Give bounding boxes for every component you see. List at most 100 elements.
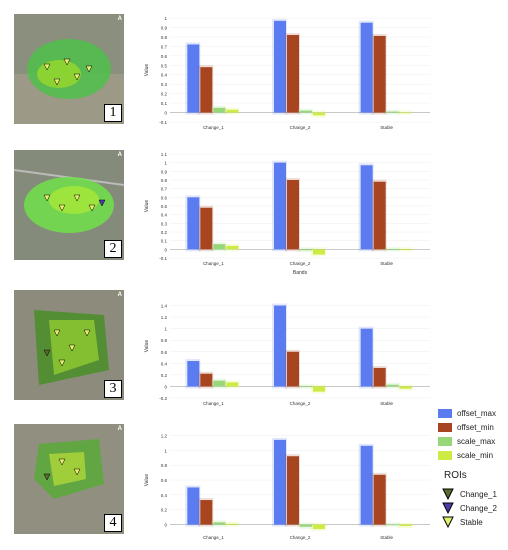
y-tick-label: 0 [164, 384, 167, 389]
bar [226, 523, 239, 525]
bar [313, 386, 325, 392]
x-axis-label: Bands [293, 270, 308, 276]
map-panel-3: A 3 [14, 290, 124, 400]
panel-number: 4 [104, 514, 122, 532]
bar [274, 439, 286, 525]
legend-swatch [438, 436, 452, 446]
y-tick-label: 1.4 [161, 304, 168, 309]
bar [274, 20, 286, 113]
roi-item: Stable [438, 515, 508, 529]
bar [213, 522, 226, 525]
map-panel-1: A 1 [14, 14, 124, 124]
y-tick-label: 0.5 [161, 63, 168, 68]
y-tick-label: 0.1 [161, 101, 168, 106]
x-tick-label: Change_2 [290, 401, 311, 406]
y-tick-label: -0.2 [159, 396, 167, 401]
y-tick-label: 0 [164, 111, 167, 116]
bar-chart-2: -0.1 0 0.1 0.2 0.3 0.4 0.5 0.6 0.7 0.8 0.9 1 1.1 Valu… [140, 150, 440, 276]
legend-label: scale_min [457, 450, 494, 460]
y-tick-label: 0.4 [161, 361, 168, 366]
bar [360, 22, 373, 113]
triangle-icon [442, 516, 454, 528]
bar [399, 112, 412, 114]
y-tick-label: 1.2 [161, 433, 168, 438]
y-tick-label: 0.9 [161, 25, 168, 30]
legend-label: scale_max [457, 436, 496, 446]
map-panel-2: A 2 [14, 150, 124, 260]
y-tick-label: 0.4 [161, 73, 168, 78]
legend-swatch [438, 450, 452, 460]
x-tick-label: Change_2 [290, 535, 311, 540]
y-tick-label: 0.2 [161, 230, 168, 235]
bar [386, 524, 399, 526]
bar [373, 367, 386, 387]
legend-item: offset_min [438, 420, 508, 434]
bar [373, 474, 386, 525]
y-tick-label: 0.6 [161, 54, 168, 59]
y-tick-label: 0.5 [161, 204, 168, 209]
bar [226, 109, 239, 113]
bar [287, 351, 299, 387]
bar [373, 35, 386, 113]
chart-svg: 0 0.2 0.4 0.6 0.8 1 1.2 Value Change_1 Change_2 St… [144, 433, 430, 540]
chart-svg: -0.2 0 0.2 0.4 0.6 0.8 1 1.2 1.4 Value Change_1 Cha… [144, 303, 430, 406]
bar [360, 328, 373, 387]
bar [226, 245, 239, 250]
bar-chart-4: 0 0.2 0.4 0.6 0.8 1 1.2 Value Change_1 Change_2 St… [140, 424, 440, 544]
roi-label: Stable [460, 517, 483, 527]
y-tick-label: 0.8 [161, 338, 168, 343]
bar [360, 445, 373, 525]
bar [187, 487, 200, 525]
x-tick-label: Stable [380, 125, 393, 130]
legend-label: offset_min [457, 422, 494, 432]
y-tick-label: 1 [164, 448, 167, 453]
bar [287, 456, 299, 525]
bar [200, 500, 213, 525]
panel-number: 3 [104, 380, 122, 398]
y-axis-label: Value [144, 474, 150, 487]
y-tick-label: 0.8 [161, 35, 168, 40]
legend-item: scale_min [438, 448, 508, 462]
x-tick-label: Stable [380, 261, 393, 266]
roi-item: Change_2 [438, 501, 508, 515]
rois-title: ROIs [444, 470, 467, 481]
y-tick-label: 0.8 [161, 178, 168, 183]
satellite-map [14, 150, 124, 260]
triangle-icon [442, 488, 454, 500]
bar [313, 524, 325, 530]
y-tick-label: 0.4 [161, 493, 168, 498]
legend-label: offset_max [457, 408, 496, 418]
bar [300, 110, 312, 113]
bar [300, 386, 312, 388]
bar [274, 162, 286, 250]
roi-label: Change_1 [460, 489, 497, 499]
y-tick-label: 1.2 [161, 315, 168, 320]
satellite-map [14, 14, 124, 124]
bar-halo [384, 522, 400, 527]
y-tick-label: 1 [164, 16, 167, 21]
y-tick-label: 0.3 [161, 82, 168, 87]
bar [373, 181, 386, 250]
x-tick-label: Change_2 [290, 261, 311, 266]
bar [213, 107, 226, 113]
y-tick-label: 0 [164, 247, 167, 252]
y-tick-label: 0.1 [161, 239, 168, 244]
bar [200, 373, 213, 387]
bar [399, 524, 412, 527]
legend-item: scale_max [438, 434, 508, 448]
bar [213, 244, 226, 250]
chart-svg: -0.1 0 0.1 0.2 0.3 0.4 0.5 0.6 0.7 0.8 0.9 1 1.1 Valu… [144, 152, 430, 276]
bar [386, 249, 399, 250]
x-tick-label: Change_1 [203, 261, 224, 266]
y-tick-label: 0.2 [161, 373, 168, 378]
bar [313, 249, 325, 255]
north-arrow: A [117, 16, 122, 22]
legend-item: offset_max [438, 406, 508, 420]
north-arrow: A [117, 152, 122, 158]
triangle-icon [442, 502, 454, 514]
bar [187, 44, 200, 113]
x-tick-label: Change_1 [203, 401, 224, 406]
y-tick-label: 0.2 [161, 92, 168, 97]
panel-number: 1 [104, 104, 122, 122]
y-tick-label: 0.6 [161, 350, 168, 355]
